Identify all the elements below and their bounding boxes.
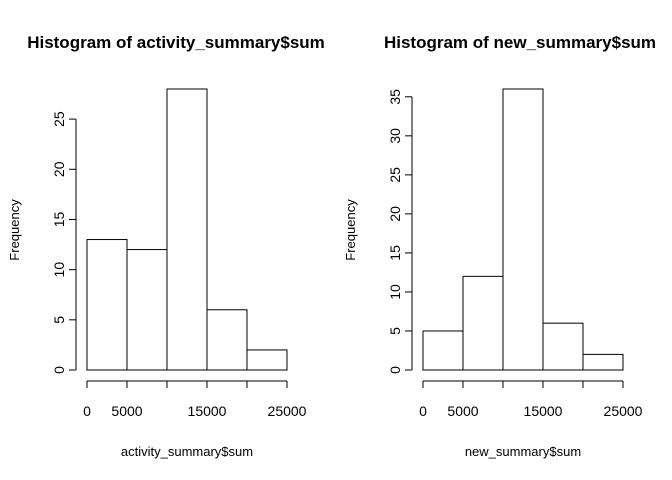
y-tick-label: 20	[387, 206, 403, 222]
y-tick-label: 15	[387, 245, 403, 261]
x-tick-label: 0	[419, 403, 427, 419]
histogram-panel-new: Histogram of new_summary$sum new_summary…	[343, 33, 656, 459]
histogram-bar	[542, 322, 584, 371]
y-tick-label: 5	[387, 327, 403, 335]
y-tick-label: 25	[51, 111, 67, 127]
y-tick-label: 20	[51, 161, 67, 177]
chart-title: Histogram of new_summary$sum	[384, 33, 656, 52]
y-tick-label: 5	[51, 316, 67, 324]
histogram-bar	[582, 353, 624, 371]
x-tick-label: 15000	[524, 403, 563, 419]
y-tick-label: 0	[51, 366, 67, 374]
histogram-bar	[86, 239, 128, 371]
x-tick-label: 0	[83, 403, 91, 419]
histogram-bar	[126, 249, 168, 371]
x-tick-label: 15000	[188, 403, 227, 419]
x-tick-label: 5000	[111, 403, 142, 419]
y-axis-label: Frequency	[343, 199, 358, 261]
y-tick-label: 35	[387, 89, 403, 105]
y-tick-label: 10	[51, 262, 67, 278]
histogram-bar	[502, 88, 544, 371]
x-axis-label: activity_summary$sum	[121, 444, 253, 459]
histogram-bar	[166, 88, 208, 371]
histogram-panel-activity: Histogram of activity_summary$sum activi…	[7, 33, 325, 459]
y-tick-label: 10	[387, 284, 403, 300]
y-tick-label: 25	[387, 167, 403, 183]
x-axis-label: new_summary$sum	[465, 444, 581, 459]
y-tick-label: 15	[51, 211, 67, 227]
chart-title: Histogram of activity_summary$sum	[27, 33, 325, 52]
histogram-bar	[206, 309, 248, 371]
x-tick-label: 25000	[268, 403, 307, 419]
y-axis-label: Frequency	[7, 199, 22, 261]
y-tick-label: 0	[387, 366, 403, 374]
histogram-bar	[422, 330, 464, 371]
histogram-bar	[462, 275, 504, 371]
histogram-bar	[246, 349, 288, 371]
x-tick-label: 5000	[447, 403, 478, 419]
y-tick-label: 30	[387, 128, 403, 144]
x-tick-label: 25000	[604, 403, 643, 419]
